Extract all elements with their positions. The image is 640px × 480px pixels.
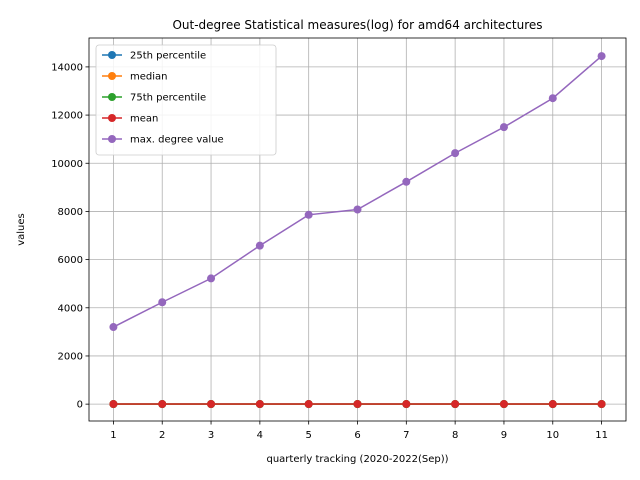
legend-label: median xyxy=(130,72,168,83)
data-point xyxy=(158,298,167,307)
y-tick-label: 2000 xyxy=(58,351,83,362)
data-point xyxy=(451,149,460,158)
legend-label: max. degree value xyxy=(130,135,224,146)
x-tick-label: 5 xyxy=(305,430,311,441)
x-tick-label: 10 xyxy=(546,430,559,441)
legend-label: 75th percentile xyxy=(130,93,206,104)
legend-box xyxy=(95,44,277,156)
x-tick-label: 4 xyxy=(257,430,263,441)
data-point xyxy=(304,210,313,219)
y-axis-label: values xyxy=(16,213,27,246)
legend-marker xyxy=(108,114,116,122)
y-tick-label: 4000 xyxy=(58,303,83,314)
data-point xyxy=(548,94,557,103)
data-point xyxy=(499,400,508,409)
data-point xyxy=(402,177,411,186)
x-tick-label: 6 xyxy=(354,430,360,441)
legend-label: 25th percentile xyxy=(130,51,206,62)
legend-label: mean xyxy=(130,114,158,125)
data-point xyxy=(255,400,264,409)
x-tick-label: 11 xyxy=(595,430,608,441)
data-point xyxy=(548,400,557,409)
y-tick-label: 8000 xyxy=(58,207,83,218)
chart-title: Out-degree Statistical measures(log) for… xyxy=(172,18,542,32)
y-tick-label: 6000 xyxy=(58,255,83,266)
legend-marker xyxy=(108,93,116,101)
data-point xyxy=(353,205,362,214)
x-tick-label: 1 xyxy=(110,430,116,441)
y-tick-label: 0 xyxy=(77,400,83,411)
data-point xyxy=(597,400,606,409)
y-tick-label: 10000 xyxy=(51,159,83,170)
legend-marker xyxy=(108,72,116,80)
axis-ticks: 1 2 3 4 5 6 7 8 9 10 11 0 2000 4000 6000 8000 10000 12000… xyxy=(51,62,608,441)
legend-marker xyxy=(108,51,116,59)
y-tick-label: 14000 xyxy=(51,62,83,73)
x-tick-label: 3 xyxy=(208,430,214,441)
legend-marker xyxy=(108,135,116,143)
x-axis-label: quarterly tracking (2020-2022(Sep)) xyxy=(266,454,448,465)
data-point xyxy=(207,400,216,409)
data-point xyxy=(207,274,216,283)
data-point xyxy=(451,400,460,409)
x-tick-label: 7 xyxy=(403,430,409,441)
x-tick-label: 2 xyxy=(159,430,165,441)
data-point xyxy=(402,400,411,409)
data-point xyxy=(353,400,362,409)
series-layer xyxy=(109,52,606,409)
y-tick-label: 12000 xyxy=(51,111,83,122)
legend: 25th percentile median 75th percentile mean… xyxy=(95,44,277,156)
data-point xyxy=(499,123,508,132)
data-point xyxy=(597,52,606,61)
data-point xyxy=(255,241,264,250)
data-point xyxy=(109,323,118,332)
series-3 xyxy=(109,400,606,409)
data-point xyxy=(304,400,313,409)
series-4 xyxy=(109,52,606,332)
data-point xyxy=(158,400,167,409)
x-tick-label: 8 xyxy=(452,430,458,441)
x-tick-label: 9 xyxy=(501,430,507,441)
data-point xyxy=(109,400,118,409)
